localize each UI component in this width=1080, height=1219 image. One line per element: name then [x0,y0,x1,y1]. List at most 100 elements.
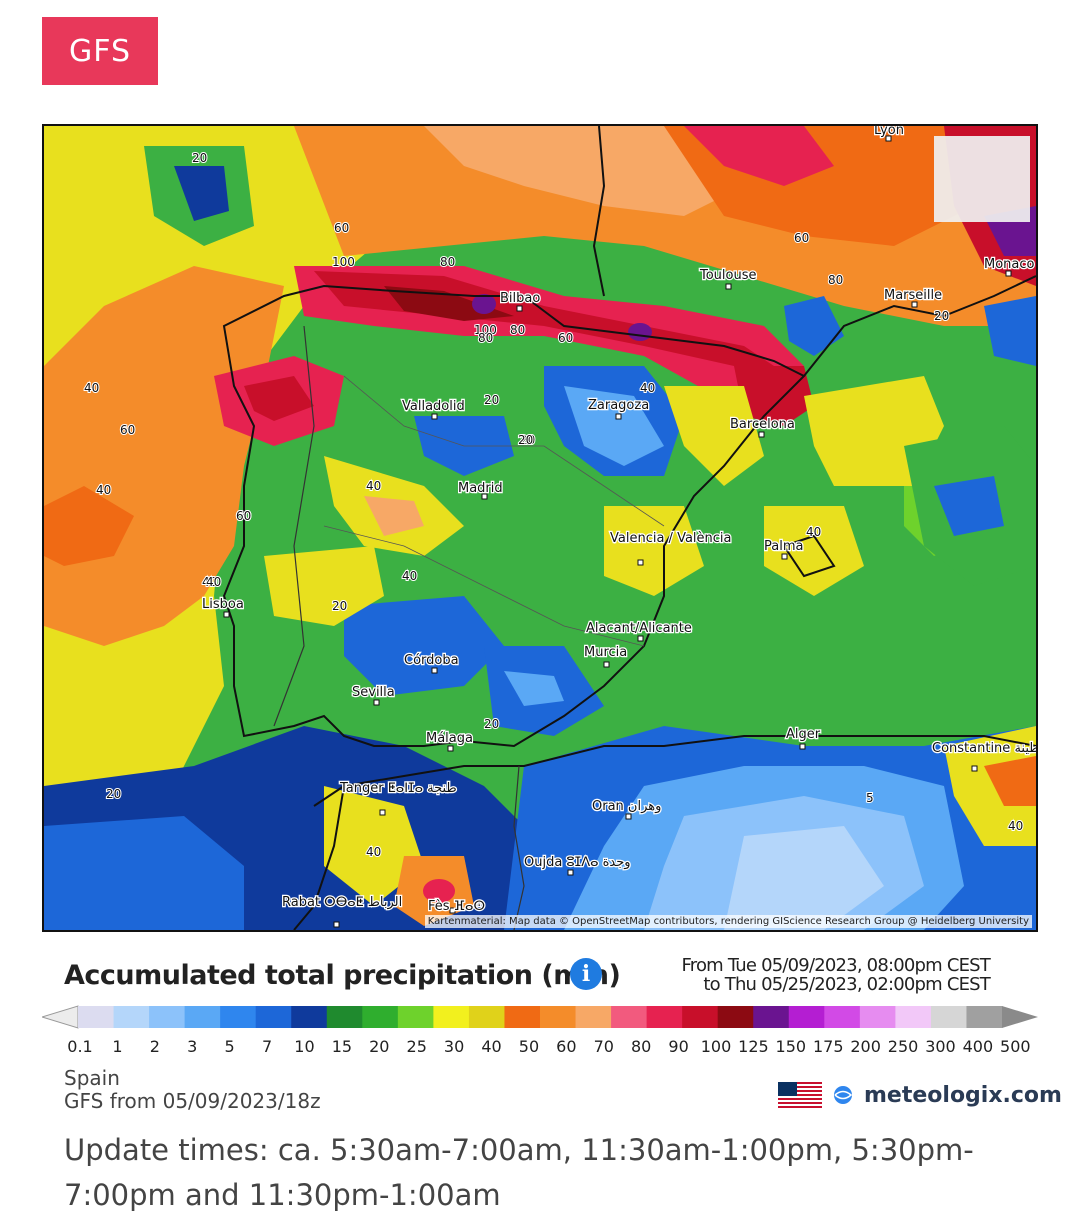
precipitation-map[interactable]: 20 60 100 80 80 60 40 40 60 40 60 80 100… [42,124,1038,932]
isoline-label: 40 [806,525,821,539]
model-run-label: GFS from 05/09/2023/18z [64,1089,321,1113]
scale-swatch [113,1006,150,1028]
scale-tick-label: 150 [775,1037,807,1056]
scale-tick-label: 175 [812,1037,844,1056]
scale-swatch [291,1006,328,1028]
city-label-zaragoza: Zaragoza [588,398,649,413]
city-label-lisboa: Lisboa [202,597,244,612]
map-meta: Spain GFS from 05/09/2023/18z [64,1067,321,1113]
isoline-label: 80 [478,331,493,345]
isoline-label: 60 [236,509,251,523]
map-canvas: 20 60 100 80 80 60 40 40 60 40 60 80 100… [44,126,1036,930]
city-label-lyon: Lyon [874,126,904,138]
city-label-constantine: Constantine قسنطينة [932,741,1036,756]
isoline-label: 20 [332,599,347,613]
city-label-oran: Oran وهران [592,799,661,814]
isoline-label: 20 [484,393,499,407]
scale-swatch [220,1006,257,1028]
scale-arrow-high [1002,1006,1038,1028]
city-label-oujda: Oujda ⵓⵊⴷⴰ وجدة [524,855,631,870]
us-flag-icon[interactable] [778,1082,822,1108]
scale-tick-label: 25 [406,1037,427,1056]
scale-swatch [575,1006,612,1028]
scale-tick-label: 7 [261,1037,273,1056]
city-label-barcelona: Barcelona [730,417,795,432]
isoline-label: 20 [106,787,121,801]
scale-ticks: 0.1 1 2 3 5 7 10 15 20 25 30 40 50 60 70 80 90 100 125 150 1… [60,1037,1030,1059]
brand[interactable]: meteologix.com [778,1079,1062,1111]
globe-icon [834,1086,853,1104]
scale-tick-label: 30 [443,1037,465,1056]
isoline-label: 80 [828,273,843,287]
city-label-valladolid: Valladolid [402,399,465,414]
isoline-label: 20 [934,309,949,323]
isoline-label: 40 [640,381,655,395]
isoline-label: 20 [484,717,499,731]
scale-tick-label: 250 [887,1037,919,1056]
model-badge[interactable]: GFS [42,17,158,85]
scale-tick-label: 400 [962,1037,994,1056]
city-label-rabat: Rabat ⵔⴱⴰⵟ الرباط [282,895,402,910]
scale-tick-label: 3 [187,1037,198,1056]
scale-tick-label: 20 [369,1037,390,1056]
scale-tick-label: 100 [700,1037,732,1056]
city-label-alicante: Alacant/Alicante [586,621,692,636]
scale-swatch [149,1006,186,1028]
city-label-cordoba: Córdoba [404,653,459,668]
isoline-label: 20 [520,433,535,447]
scale-tick-label: 15 [331,1037,353,1056]
info-icon[interactable]: i [570,958,602,990]
scale-tick-label: 50 [518,1037,540,1056]
isoline-label: 60 [794,231,809,245]
scale-swatch [859,1006,896,1028]
range-to: to Thu 05/25/2023, 02:00pm CEST [703,974,990,995]
scale-swatch [468,1006,505,1028]
scale-tick-label: 500 [1000,1037,1031,1056]
isoline-label: 40 [96,483,111,497]
scale-tick-label: 70 [593,1037,614,1056]
scale-arrow-low [42,1005,79,1029]
scale-swatch [824,1006,861,1028]
brand-name[interactable]: meteologix.com [864,1082,1062,1108]
city-label-alger: Alger [786,727,821,742]
legend-title: Accumulated total precipitation (mm) [64,960,621,991]
color-scale [42,1005,1038,1029]
isoline-label: 40 [202,575,217,589]
scale-swatch [717,1006,754,1028]
city-label-fes: Fès ⴼⴰⵙ [428,899,485,914]
scale-tick-label: 0.1 [67,1037,93,1056]
isoline-label: 40 [84,381,99,395]
scale-tick-label: 1 [112,1037,123,1056]
city-label-sevilla: Sevilla [352,685,395,700]
city-label-monaco: Monaco [984,257,1035,272]
isoline-label: 40 [206,575,221,589]
scale-swatch [611,1006,648,1028]
scale-swatch [788,1006,825,1028]
isoline-label: 80 [440,255,455,269]
scale-swatch [753,1006,790,1028]
scale-swatch [646,1006,683,1028]
scale-swatch [362,1006,399,1028]
share-icon [934,136,1038,932]
isoline-label: 40 [1008,819,1023,833]
scale-swatch [184,1006,221,1028]
scale-swatch [433,1006,470,1028]
map-attribution[interactable]: Kartenmaterial: Map data © OpenStreetMap… [424,915,1032,928]
isoline-label: 40 [366,479,381,493]
isoline-label: 40 [366,845,381,859]
city-label-toulouse: Toulouse [699,268,757,283]
isoline-label: 100 [332,255,355,269]
city-label-tanger: Tanger ⵟⴰⵏⵊⴰ طنجة [339,781,457,796]
scale-swatch [397,1006,434,1028]
scale-tick-label: 10 [294,1037,315,1056]
scale-tick-label: 80 [630,1037,652,1056]
region-label: Spain [64,1066,120,1090]
share-button[interactable] [934,136,1030,222]
scale-swatch [966,1006,1003,1028]
isoline-label: 5 [866,791,874,805]
isoline-label: 60 [236,509,251,523]
scale-swatch [682,1006,719,1028]
city-label-palma: Palma [764,539,803,554]
city-label-valencia: Valencia / València [610,531,732,546]
scale-swatch [326,1006,363,1028]
